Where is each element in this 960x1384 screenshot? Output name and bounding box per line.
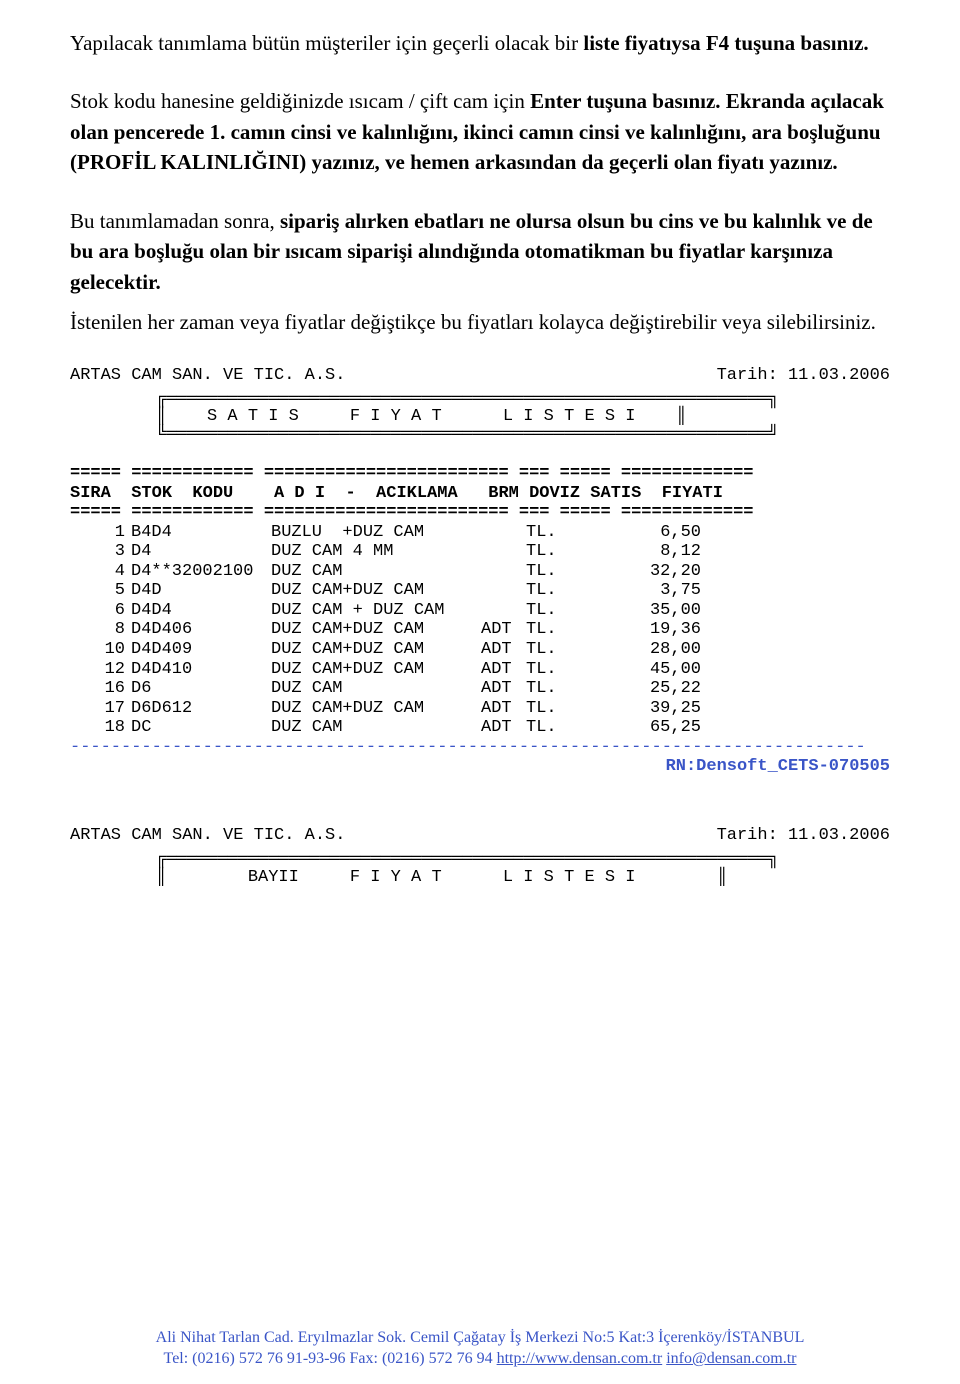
table-row: 5D4DDUZ CAM+DUZ CAMTL.3,75 [70, 581, 890, 601]
box2-top: ╔═══════════════════════════════════════… [156, 851, 890, 869]
report-rn: RN:Densoft_CETS-070505 [70, 757, 890, 776]
footer-contact: Tel: (0216) 572 76 91-93-96 Fax: (0216) … [164, 1350, 497, 1367]
report2-title-box: ╔═══════════════════════════════════════… [156, 851, 890, 887]
footer-link-web[interactable]: http://www.densan.com.tr [497, 1350, 663, 1367]
table-row: 18DCDUZ CAMADTTL.65,25 [70, 718, 890, 738]
para2-pre: Stok kodu hanesine geldiğinizde ısıcam /… [70, 89, 530, 113]
box-bottom: ╚═══════════════════════════════════════… [156, 426, 890, 444]
table-sep-top: ===== ============ =====================… [70, 464, 890, 484]
paragraph-4: İstenilen her zaman veya fiyatlar değişt… [70, 307, 890, 337]
table-row: 10D4D409DUZ CAM+DUZ CAMADTTL.28,00 [70, 640, 890, 660]
report1-box-title: S A T I S F I Y A T L I S T E S I [207, 407, 635, 426]
paragraph-3: Bu tanımlamadan sonra, sipariş alırken e… [70, 206, 890, 297]
table-dashline: ----------------------------------------… [70, 738, 890, 758]
report2-date: Tarih: 11.03.2006 [717, 826, 890, 845]
table-row: 16D6DUZ CAMADTTL.25,22 [70, 679, 890, 699]
para1-bold: liste fiyatıysa F4 tuşuna basınız. [583, 31, 868, 55]
box-top: ╔═══════════════════════════════════════… [156, 391, 890, 409]
table-row: 17D6D612DUZ CAM+DUZ CAMADTTL.39,25 [70, 699, 890, 719]
table-row: 12D4D410DUZ CAM+DUZ CAMADTTL.45,00 [70, 660, 890, 680]
report2-header: ARTAS CAM SAN. VE TIC. A.S. Tarih: 11.03… [70, 826, 890, 845]
report2-company: ARTAS CAM SAN. VE TIC. A.S. [70, 826, 345, 845]
table-row: 3D4DUZ CAM 4 MMTL.8,12 [70, 542, 890, 562]
page-footer: Ali Nihat Tarlan Cad. Eryılmazlar Sok. C… [0, 1328, 960, 1370]
table-row: 8D4D406DUZ CAM+DUZ CAMADTTL.19,36 [70, 620, 890, 640]
document-page: Yapılacak tanımlama bütün müşteriler içi… [0, 0, 960, 1384]
box2-title-row: ║ BAYII F I Y A T L I S T E S I ║ [156, 869, 890, 887]
paragraph-1: Yapılacak tanımlama bütün müşteriler içi… [70, 28, 890, 58]
table-row: 1B4D4BUZLU +DUZ CAMTL.6,50 [70, 523, 890, 543]
footer-link-mail[interactable]: info@densan.com.tr [666, 1350, 796, 1367]
table-rows: 1B4D4BUZLU +DUZ CAMTL.6,503D4DUZ CAM 4 M… [70, 523, 890, 738]
table-row: 6D4D4DUZ CAM + DUZ CAMTL.35,00 [70, 601, 890, 621]
table-sep-bot: ===== ============ =====================… [70, 503, 890, 523]
report1-header: ARTAS CAM SAN. VE TIC. A.S. Tarih: 11.03… [70, 366, 890, 385]
paragraph-2: Stok kodu hanesine geldiğinizde ısıcam /… [70, 86, 890, 177]
report1-date: Tarih: 11.03.2006 [717, 366, 890, 385]
report1-company: ARTAS CAM SAN. VE TIC. A.S. [70, 366, 345, 385]
footer-line2: Tel: (0216) 572 76 91-93-96 Fax: (0216) … [0, 1349, 960, 1370]
para3-pre: Bu tanımlamadan sonra, [70, 209, 280, 233]
report1-table: ===== ============ =====================… [70, 464, 890, 776]
table-header: SIRA STOK KODU A D I - ACIKLAMA BRM DOVI… [70, 484, 890, 504]
box-title-row: ║ S A T I S F I Y A T L I S T E S I ║ [156, 408, 890, 426]
report1-title-box: ╔═══════════════════════════════════════… [156, 391, 890, 445]
footer-line1: Ali Nihat Tarlan Cad. Eryılmazlar Sok. C… [0, 1328, 960, 1349]
para1-pre: Yapılacak tanımlama bütün müşteriler içi… [70, 31, 583, 55]
report2-box-title: BAYII F I Y A T L I S T E S I [248, 868, 636, 887]
table-row: 4D4**32002100DUZ CAMTL.32,20 [70, 562, 890, 582]
